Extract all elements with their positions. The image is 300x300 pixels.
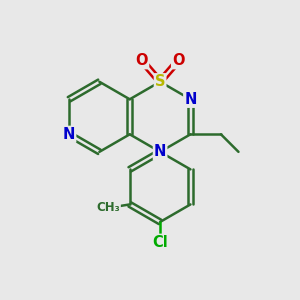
Text: N: N — [154, 144, 166, 159]
Text: CH₃: CH₃ — [96, 201, 120, 214]
Text: O: O — [136, 53, 148, 68]
Text: O: O — [172, 53, 184, 68]
Text: Cl: Cl — [152, 235, 168, 250]
Text: N: N — [184, 92, 196, 107]
Text: S: S — [155, 74, 165, 89]
Text: N: N — [63, 127, 75, 142]
